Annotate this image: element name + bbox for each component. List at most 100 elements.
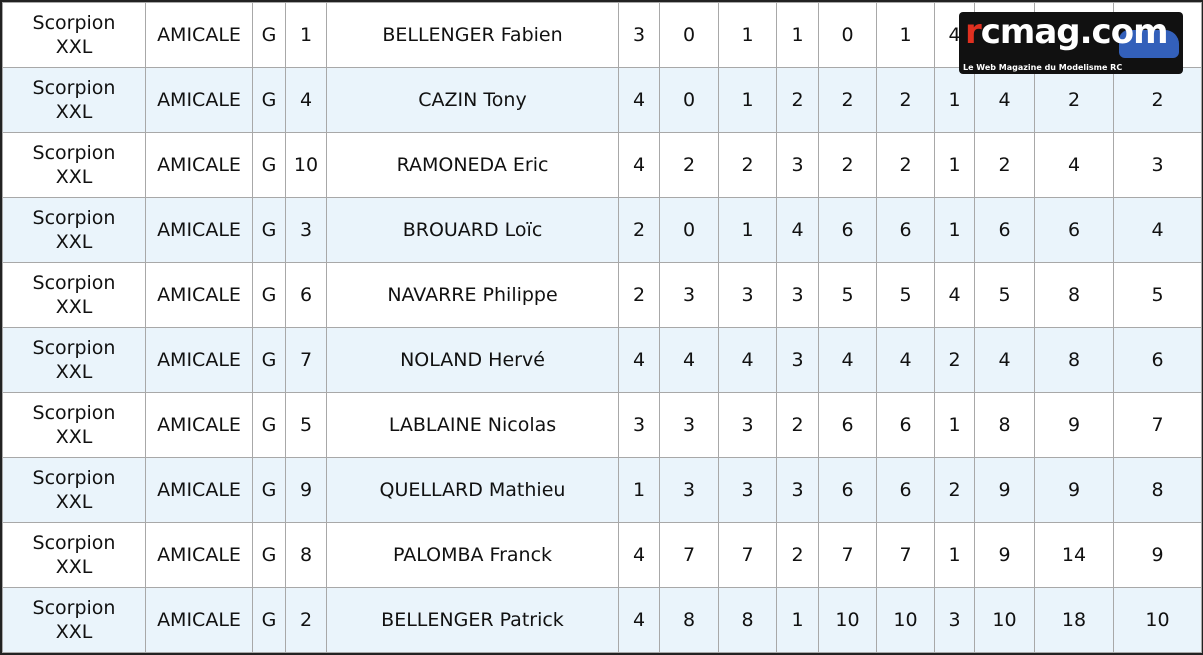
table-cell: Scorpion XXL — [2, 587, 146, 653]
table-cell: 3 — [718, 262, 777, 328]
table-cell: AMICALE — [145, 197, 253, 263]
table-cell: 8 — [718, 587, 777, 653]
table-cell: 8 — [1113, 457, 1202, 523]
table-cell: 5 — [974, 262, 1035, 328]
table-cell: G — [252, 457, 286, 523]
table-cell: 4 — [974, 67, 1035, 133]
table-cell: Scorpion XXL — [2, 457, 146, 523]
table-cell: 9 — [1034, 392, 1114, 458]
table-cell: 3 — [776, 457, 819, 523]
table-row: Scorpion XXL AMICALE G 5 LABLAINE Nicolas 3 3 3… — [2, 392, 1202, 458]
table-cell: G — [252, 327, 286, 393]
table-cell: AMICALE — [145, 522, 253, 588]
table-cell: 5 — [285, 392, 327, 458]
table-cell: 3 — [718, 392, 777, 458]
table-cell: 6 — [876, 392, 935, 458]
table-cell: G — [252, 522, 286, 588]
table-cell: AMICALE — [145, 132, 253, 198]
table-cell: 3 — [776, 262, 819, 328]
table-cell: Scorpion XXL — [2, 67, 146, 133]
table-cell: 1 — [776, 2, 819, 68]
table-cell: NOLAND Hervé — [326, 327, 619, 393]
table-cell: 4 — [876, 327, 935, 393]
table-row: Scorpion XXL AMICALE G 9 QUELLARD Mathieu 1 3 3… — [2, 457, 1202, 523]
table-cell: 4 — [659, 327, 719, 393]
table-cell: 6 — [818, 197, 877, 263]
table-cell: AMICALE — [145, 67, 253, 133]
table-cell: 1 — [718, 67, 777, 133]
table-cell: 4 — [618, 132, 660, 198]
table-cell: 3 — [285, 197, 327, 263]
table-cell: 6 — [974, 197, 1035, 263]
table-cell: 7 — [818, 522, 877, 588]
table-cell: 2 — [818, 132, 877, 198]
table-cell: 2 — [285, 587, 327, 653]
table-cell: 1 — [718, 197, 777, 263]
table-cell: 2 — [618, 262, 660, 328]
table-cell: PALOMBA Franck — [326, 522, 619, 588]
table-cell: 2 — [876, 132, 935, 198]
table-cell: 3 — [659, 392, 719, 458]
logo-car — [1119, 30, 1179, 58]
table-cell: 7 — [285, 327, 327, 393]
table-cell: 4 — [974, 327, 1035, 393]
table-cell: 1 — [934, 392, 975, 458]
table-cell: 2 — [934, 327, 975, 393]
table-cell: 9 — [285, 457, 327, 523]
table-cell: 8 — [1034, 262, 1114, 328]
table-cell: 7 — [1113, 392, 1202, 458]
table-cell: 8 — [285, 522, 327, 588]
table-cell: Scorpion XXL — [2, 197, 146, 263]
table-cell: Scorpion XXL — [2, 2, 146, 68]
table-cell: 18 — [1034, 587, 1114, 653]
table-cell: 3 — [659, 262, 719, 328]
table-cell: 1 — [934, 67, 975, 133]
table-cell: 3 — [618, 2, 660, 68]
table-cell: 4 — [1113, 197, 1202, 263]
table-cell: 2 — [934, 457, 975, 523]
table-cell: BELLENGER Fabien — [326, 2, 619, 68]
table-cell: Scorpion XXL — [2, 522, 146, 588]
table-cell: 2 — [776, 67, 819, 133]
logo: rcmag.com Le Web Magazine du Modelisme R… — [959, 12, 1183, 74]
table-cell: 2 — [974, 132, 1035, 198]
table-cell: 6 — [876, 197, 935, 263]
table-cell: 4 — [1034, 132, 1114, 198]
table-cell: Scorpion XXL — [2, 132, 146, 198]
table-cell: 4 — [818, 327, 877, 393]
table-cell: 1 — [285, 2, 327, 68]
table-cell: 4 — [618, 67, 660, 133]
table-cell: G — [252, 262, 286, 328]
table-cell: 4 — [718, 327, 777, 393]
table-cell: 5 — [876, 262, 935, 328]
table-cell: 3 — [659, 457, 719, 523]
table-cell: 9 — [974, 457, 1035, 523]
table-cell: G — [252, 587, 286, 653]
table-cell: Scorpion XXL — [2, 262, 146, 328]
table-cell: 7 — [659, 522, 719, 588]
table-cell: RAMONEDA Eric — [326, 132, 619, 198]
table-cell: 2 — [1034, 67, 1114, 133]
table-cell: 6 — [1034, 197, 1114, 263]
table-cell: BROUARD Loïc — [326, 197, 619, 263]
table-cell: G — [252, 197, 286, 263]
table-cell: 8 — [1034, 327, 1114, 393]
table-cell: AMICALE — [145, 2, 253, 68]
table-cell: 4 — [618, 327, 660, 393]
table-cell: 5 — [818, 262, 877, 328]
table-cell: CAZIN Tony — [326, 67, 619, 133]
table-cell: 0 — [659, 67, 719, 133]
table-cell: 3 — [1113, 132, 1202, 198]
table-cell: 2 — [776, 392, 819, 458]
table-cell: 7 — [718, 522, 777, 588]
table-row: Scorpion XXL AMICALE G 4 CAZIN Tony 4 0 1 2 2 2 1 4 2… — [2, 67, 1202, 133]
table-cell: 4 — [285, 67, 327, 133]
table-cell: AMICALE — [145, 587, 253, 653]
table-row: Scorpion XXL AMICALE G 10 RAMONEDA Eric 4 2 2 3 2… — [2, 132, 1202, 198]
table-cell: 3 — [718, 457, 777, 523]
table-cell: 0 — [659, 197, 719, 263]
table-cell: 0 — [659, 2, 719, 68]
table-cell: 3 — [776, 327, 819, 393]
table-cell: 6 — [818, 457, 877, 523]
table-cell: G — [252, 392, 286, 458]
